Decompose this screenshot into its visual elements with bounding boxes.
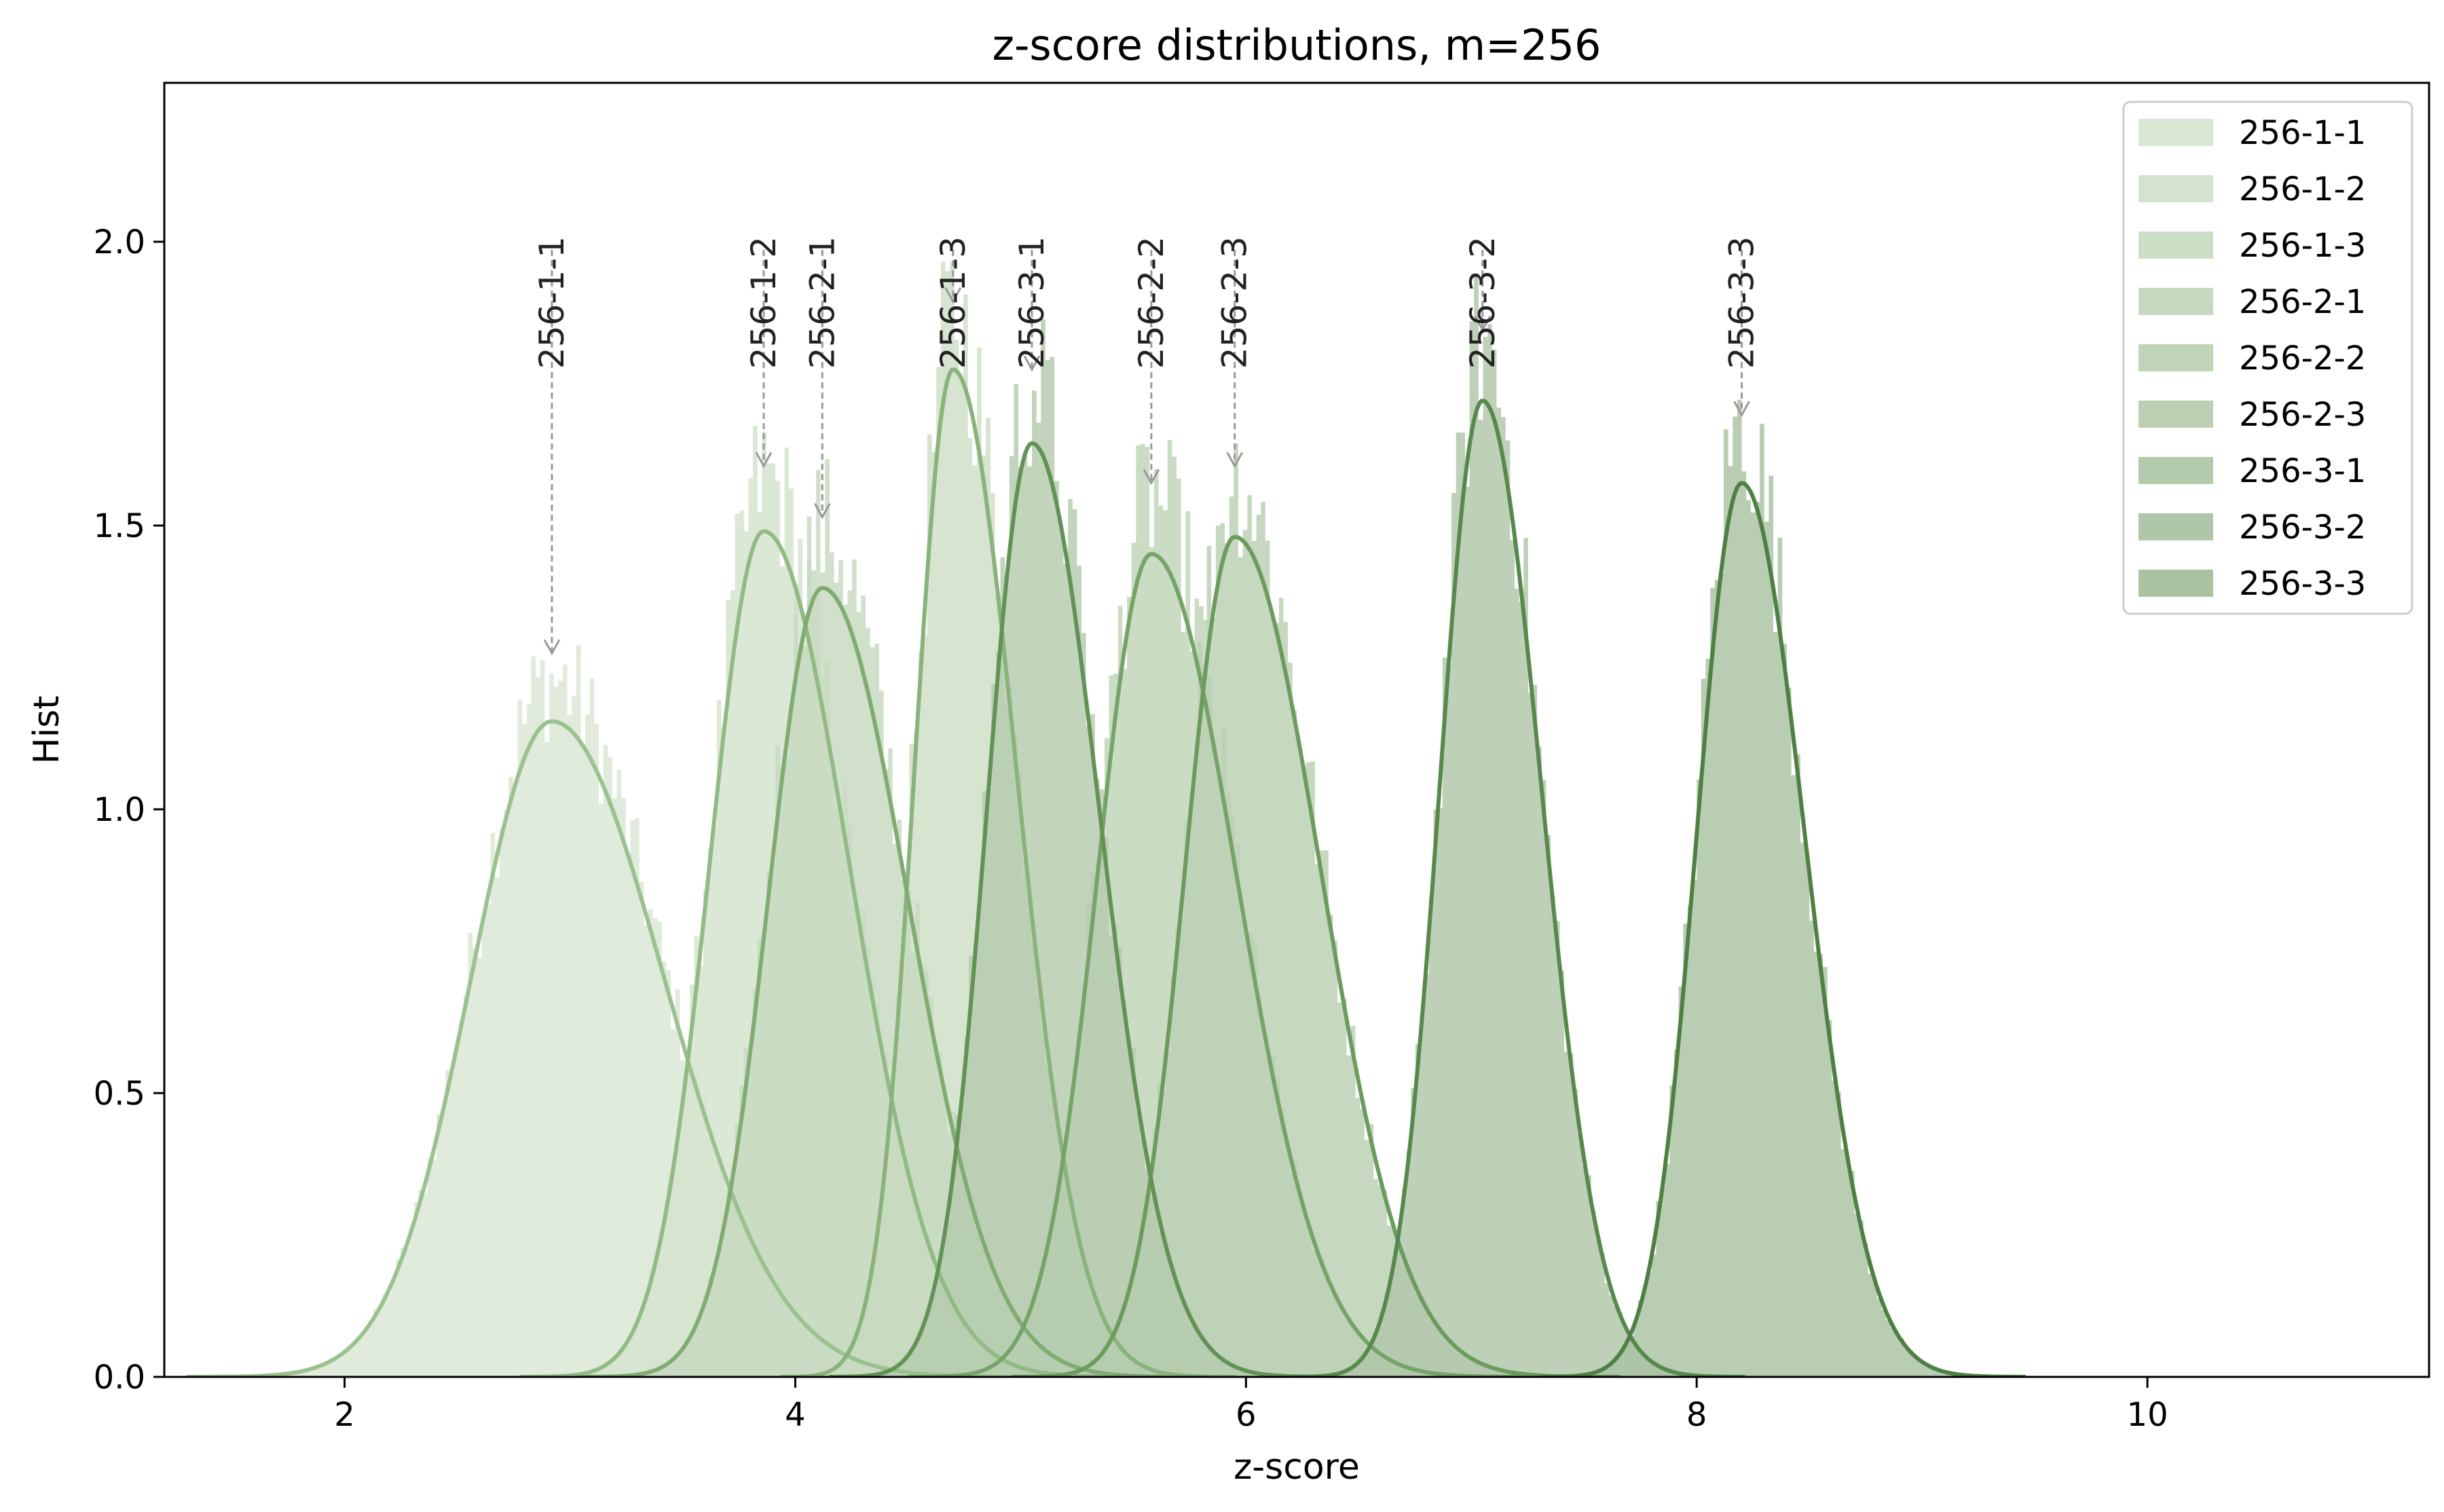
x-tick-label-6: 6 [1236,1396,1257,1434]
histogram-area-256-3-3 [1552,399,2008,1377]
density-curve-256-1-1 [187,719,1059,1377]
density-curve-256-3-2 [1290,399,1745,1377]
x-axis-label: z-score [1234,1447,1360,1488]
annotation-256-1-3: 256-1-3 [933,236,973,369]
histogram-256-3-3 [1552,399,2008,1377]
legend-label-256-3-3: 256-3-3 [2239,565,2366,603]
annotation-arrowhead-256-2-3 [1226,451,1244,468]
legend-label-256-2-2: 256-2-2 [2239,339,2366,377]
histogram-area-256-3-2 [1303,274,1731,1377]
annotation-arrowhead-256-1-3 [944,287,962,304]
histogram-bars [211,261,2008,1377]
legend-swatch-256-3-2 [2138,513,2213,540]
peak-annotations: 256-1-1 256-1-2 256-1-3 256-2-1 256-2-2 256-2… [532,236,1762,656]
y-tick-label-1.5: 1.5 [94,507,145,545]
annotation-label-256-3-1: 256-3-1 [1012,236,1052,369]
density-curve-256-3-1 [829,441,1337,1377]
legend-swatch-256-1-1 [2138,119,2213,146]
annotation-arrowhead-256-2-2 [1143,468,1160,485]
x-axis: 2 4 6 8 10 [334,1377,2168,1434]
legend-item-256-3-1: 256-3-1 [2138,452,2366,490]
y-tick-label-2.0: 2.0 [94,223,145,261]
legend-label-256-3-1: 256-3-1 [2239,452,2366,490]
annotation-label-256-2-1: 256-2-1 [802,236,842,369]
legend-label-256-2-3: 256-2-3 [2239,396,2366,434]
x-tick-label-4: 4 [785,1396,806,1434]
annotation-256-2-2: 256-2-2 [1132,236,1171,485]
legend-item-256-2-3: 256-2-3 [2138,396,2366,434]
histogram-256-2-3 [1026,443,1599,1377]
y-tick-label-0.5: 0.5 [94,1075,145,1113]
annotation-256-3-2: 256-3-2 [1463,236,1502,369]
legend-item-256-2-2: 256-2-2 [2138,339,2366,377]
chart-title: z-score distributions, m=256 [993,20,1601,70]
legend-swatch-256-3-3 [2138,570,2213,597]
histogram-256-2-1 [595,459,1186,1377]
legend-item-256-1-3: 256-1-3 [2138,227,2366,265]
legend-swatch-256-1-2 [2138,175,2213,202]
plot-area: 256-1-1 256-1-2 256-1-3 256-2-1 256-2-2 256-2… [187,236,2026,1377]
annotation-label-256-1-2: 256-1-2 [744,236,783,369]
annotation-label-256-2-2: 256-2-2 [1132,236,1171,369]
annotation-arrowhead-256-1-2 [755,451,773,468]
annotation-arrowhead-256-3-1 [1023,355,1041,372]
legend-swatch-256-2-3 [2138,401,2213,428]
legend-swatch-256-2-2 [2138,344,2213,371]
histogram-area-256-2-3 [1026,443,1599,1377]
legend-swatch-256-2-1 [2138,288,2213,315]
legend: 256-1-1 256-1-2 256-1-3 256-2-1 256-2-2 256-2… [2122,100,2413,615]
density-curve-256-2-1 [578,585,1208,1377]
x-tick-label-2: 2 [334,1396,355,1434]
annotation-256-3-3: 256-3-3 [1722,236,1762,418]
legend-swatch-256-3-1 [2138,457,2213,484]
density-curve-256-2-3 [1012,534,1621,1377]
density-curve-256-1-2 [520,529,1149,1377]
annotation-label-256-1-3: 256-1-3 [933,236,973,369]
annotation-256-1-2: 256-1-2 [744,236,783,468]
legend-label-256-1-2: 256-1-2 [2239,170,2366,208]
annotation-label-256-2-3: 256-2-3 [1215,236,1255,369]
legend-frame [2122,100,2413,615]
legend-label-256-2-1: 256-2-1 [2239,283,2366,321]
legend-label-256-1-3: 256-1-3 [2239,227,2366,265]
histogram-256-3-2 [1303,274,1731,1377]
annotation-label-256-1-1: 256-1-1 [532,236,572,369]
histogram-area-256-2-1 [595,459,1186,1377]
legend-items: 256-1-1 256-1-2 256-1-3 256-2-1 256-2-2 256-2… [2138,114,2366,603]
y-axis: 0.0 0.5 1.0 1.5 2.0 [94,223,164,1397]
y-axis-label: Hist [26,695,67,764]
legend-item-256-3-3: 256-3-3 [2138,565,2366,603]
y-tick-label-1.0: 1.0 [94,791,145,829]
histogram-area-256-1-1 [211,644,1027,1377]
legend-item-256-2-1: 256-2-1 [2138,283,2366,321]
plot-frame [163,81,2430,1378]
annotation-label-256-3-3: 256-3-3 [1722,236,1762,369]
legend-item-256-3-2: 256-3-2 [2138,509,2366,547]
x-tick-label-10: 10 [2127,1396,2168,1434]
annotation-256-2-1: 256-2-1 [802,236,842,519]
density-curve-256-1-3 [780,367,1236,1377]
legend-label-256-1-1: 256-1-1 [2239,114,2366,152]
y-tick-label-0.0: 0.0 [94,1359,145,1397]
legend-item-256-1-2: 256-1-2 [2138,170,2366,208]
annotation-256-2-3: 256-2-3 [1215,236,1255,468]
annotation-arrowhead-256-2-1 [813,502,831,519]
legend-swatch-256-1-3 [2138,232,2213,259]
histogram-256-1-1 [211,644,1027,1377]
density-curve-256-2-2 [908,551,1537,1377]
legend-item-256-1-1: 256-1-1 [2138,114,2366,152]
annotation-arrowhead-256-3-3 [1733,401,1750,418]
density-curve-256-3-3 [1538,481,2026,1377]
annotation-256-3-1: 256-3-1 [1012,236,1052,372]
annotation-256-1-1: 256-1-1 [532,236,572,656]
density-curves [187,367,2026,1377]
x-tick-label-8: 8 [1686,1396,1707,1434]
legend-label-256-3-2: 256-3-2 [2239,509,2366,547]
annotation-arrowhead-256-3-2 [1474,316,1492,332]
annotation-label-256-3-2: 256-3-2 [1463,236,1502,369]
annotation-arrowhead-256-1-1 [543,639,561,656]
